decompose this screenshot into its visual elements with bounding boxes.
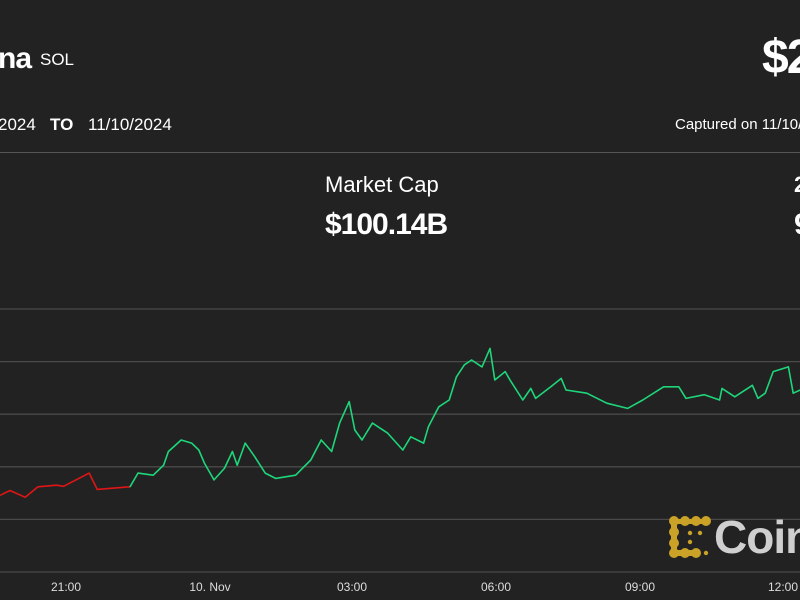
data-point — [772, 370, 774, 373]
price-line — [0, 347, 800, 499]
data-point — [448, 399, 450, 401]
data-point — [371, 422, 373, 424]
data-point — [423, 442, 425, 444]
stat-value-partial: 9 — [794, 208, 800, 242]
asset-price: $2 — [762, 31, 800, 84]
data-point — [348, 400, 350, 403]
data-point — [339, 422, 341, 424]
data-point — [236, 464, 238, 466]
data-point — [586, 392, 588, 394]
data-point — [410, 436, 412, 438]
data-point — [231, 450, 233, 453]
data-point — [494, 379, 496, 381]
data-point — [37, 486, 39, 488]
data-point — [295, 474, 297, 476]
data-point — [565, 389, 567, 391]
data-point — [96, 488, 98, 491]
data-point — [764, 392, 766, 394]
data-point — [213, 479, 215, 481]
data-point — [24, 496, 26, 498]
data-point — [354, 429, 356, 431]
data-point — [9, 489, 11, 492]
x-axis-ticks: 21:00 10. Nov 03:00 06:00 09:00 12:00 — [51, 580, 798, 594]
data-point — [0, 494, 1, 496]
data-point — [361, 439, 363, 441]
data-point — [63, 485, 65, 487]
data-point — [787, 366, 790, 368]
data-point — [427, 426, 429, 428]
to-date: 11/10/2024 — [88, 115, 172, 134]
price-line-up — [129, 347, 800, 488]
market-cap-value: $100.14B — [325, 208, 448, 241]
x-tick-label: 03:00 — [337, 580, 367, 594]
x-tick-label: 09:00 — [625, 580, 655, 594]
data-point — [463, 364, 465, 366]
data-point — [203, 462, 205, 464]
x-tick-label: 21:00 — [51, 580, 81, 594]
asset-symbol: SOL — [40, 50, 75, 69]
data-point — [678, 386, 680, 388]
data-point — [719, 399, 721, 401]
data-point — [264, 472, 266, 474]
data-point — [163, 464, 165, 466]
data-point — [254, 456, 256, 458]
data-point — [550, 386, 552, 388]
data-point — [320, 439, 322, 441]
logo-text: Coin — [714, 511, 800, 563]
data-point — [310, 459, 312, 461]
x-tick-label: 06:00 — [481, 580, 511, 594]
coindesk-logo-icon — [668, 515, 712, 564]
data-point — [455, 376, 457, 378]
captured-timestamp: Captured on 11/10/2 — [675, 116, 800, 133]
from-date: 2024 — [0, 115, 36, 134]
data-point — [387, 432, 389, 434]
gridlines — [0, 308, 800, 573]
data-point — [88, 472, 90, 474]
data-point — [606, 402, 608, 404]
data-point — [642, 399, 644, 401]
data-point — [509, 379, 511, 381]
data-point — [721, 387, 723, 390]
price-line-down — [0, 472, 131, 499]
data-point — [489, 347, 491, 350]
data-point — [167, 450, 169, 453]
data-point — [275, 477, 277, 479]
data-point — [137, 472, 139, 474]
data-point — [792, 392, 794, 394]
data-point — [129, 486, 131, 488]
data-point — [180, 439, 182, 441]
stat-label-partial: 2 — [794, 172, 800, 198]
x-tick-label: 10. Nov — [189, 580, 230, 594]
header-divider — [0, 152, 800, 153]
data-point — [331, 450, 333, 453]
data-point — [685, 397, 687, 400]
to-label: TO — [50, 115, 74, 134]
data-point — [471, 359, 473, 361]
asset-name: na — [0, 42, 32, 75]
data-point — [530, 387, 532, 390]
x-tick-label: 12:00 — [768, 580, 798, 594]
data-point — [751, 384, 754, 386]
data-point — [627, 407, 629, 410]
data-point — [402, 449, 404, 451]
data-point — [191, 442, 193, 444]
data-point — [438, 406, 440, 408]
market-cap-label: Market Cap — [325, 172, 439, 197]
data-point — [223, 467, 225, 469]
data-point — [55, 484, 58, 486]
data-point — [522, 399, 524, 401]
data-point — [757, 397, 759, 400]
data-point — [663, 386, 665, 388]
data-point — [734, 396, 736, 398]
data-point — [481, 366, 483, 368]
data-point — [560, 377, 562, 380]
data-point — [152, 474, 154, 476]
data-point — [504, 370, 506, 373]
data-point — [703, 394, 706, 396]
data-point — [198, 449, 200, 451]
data-point — [244, 442, 246, 444]
data-point — [535, 397, 537, 400]
